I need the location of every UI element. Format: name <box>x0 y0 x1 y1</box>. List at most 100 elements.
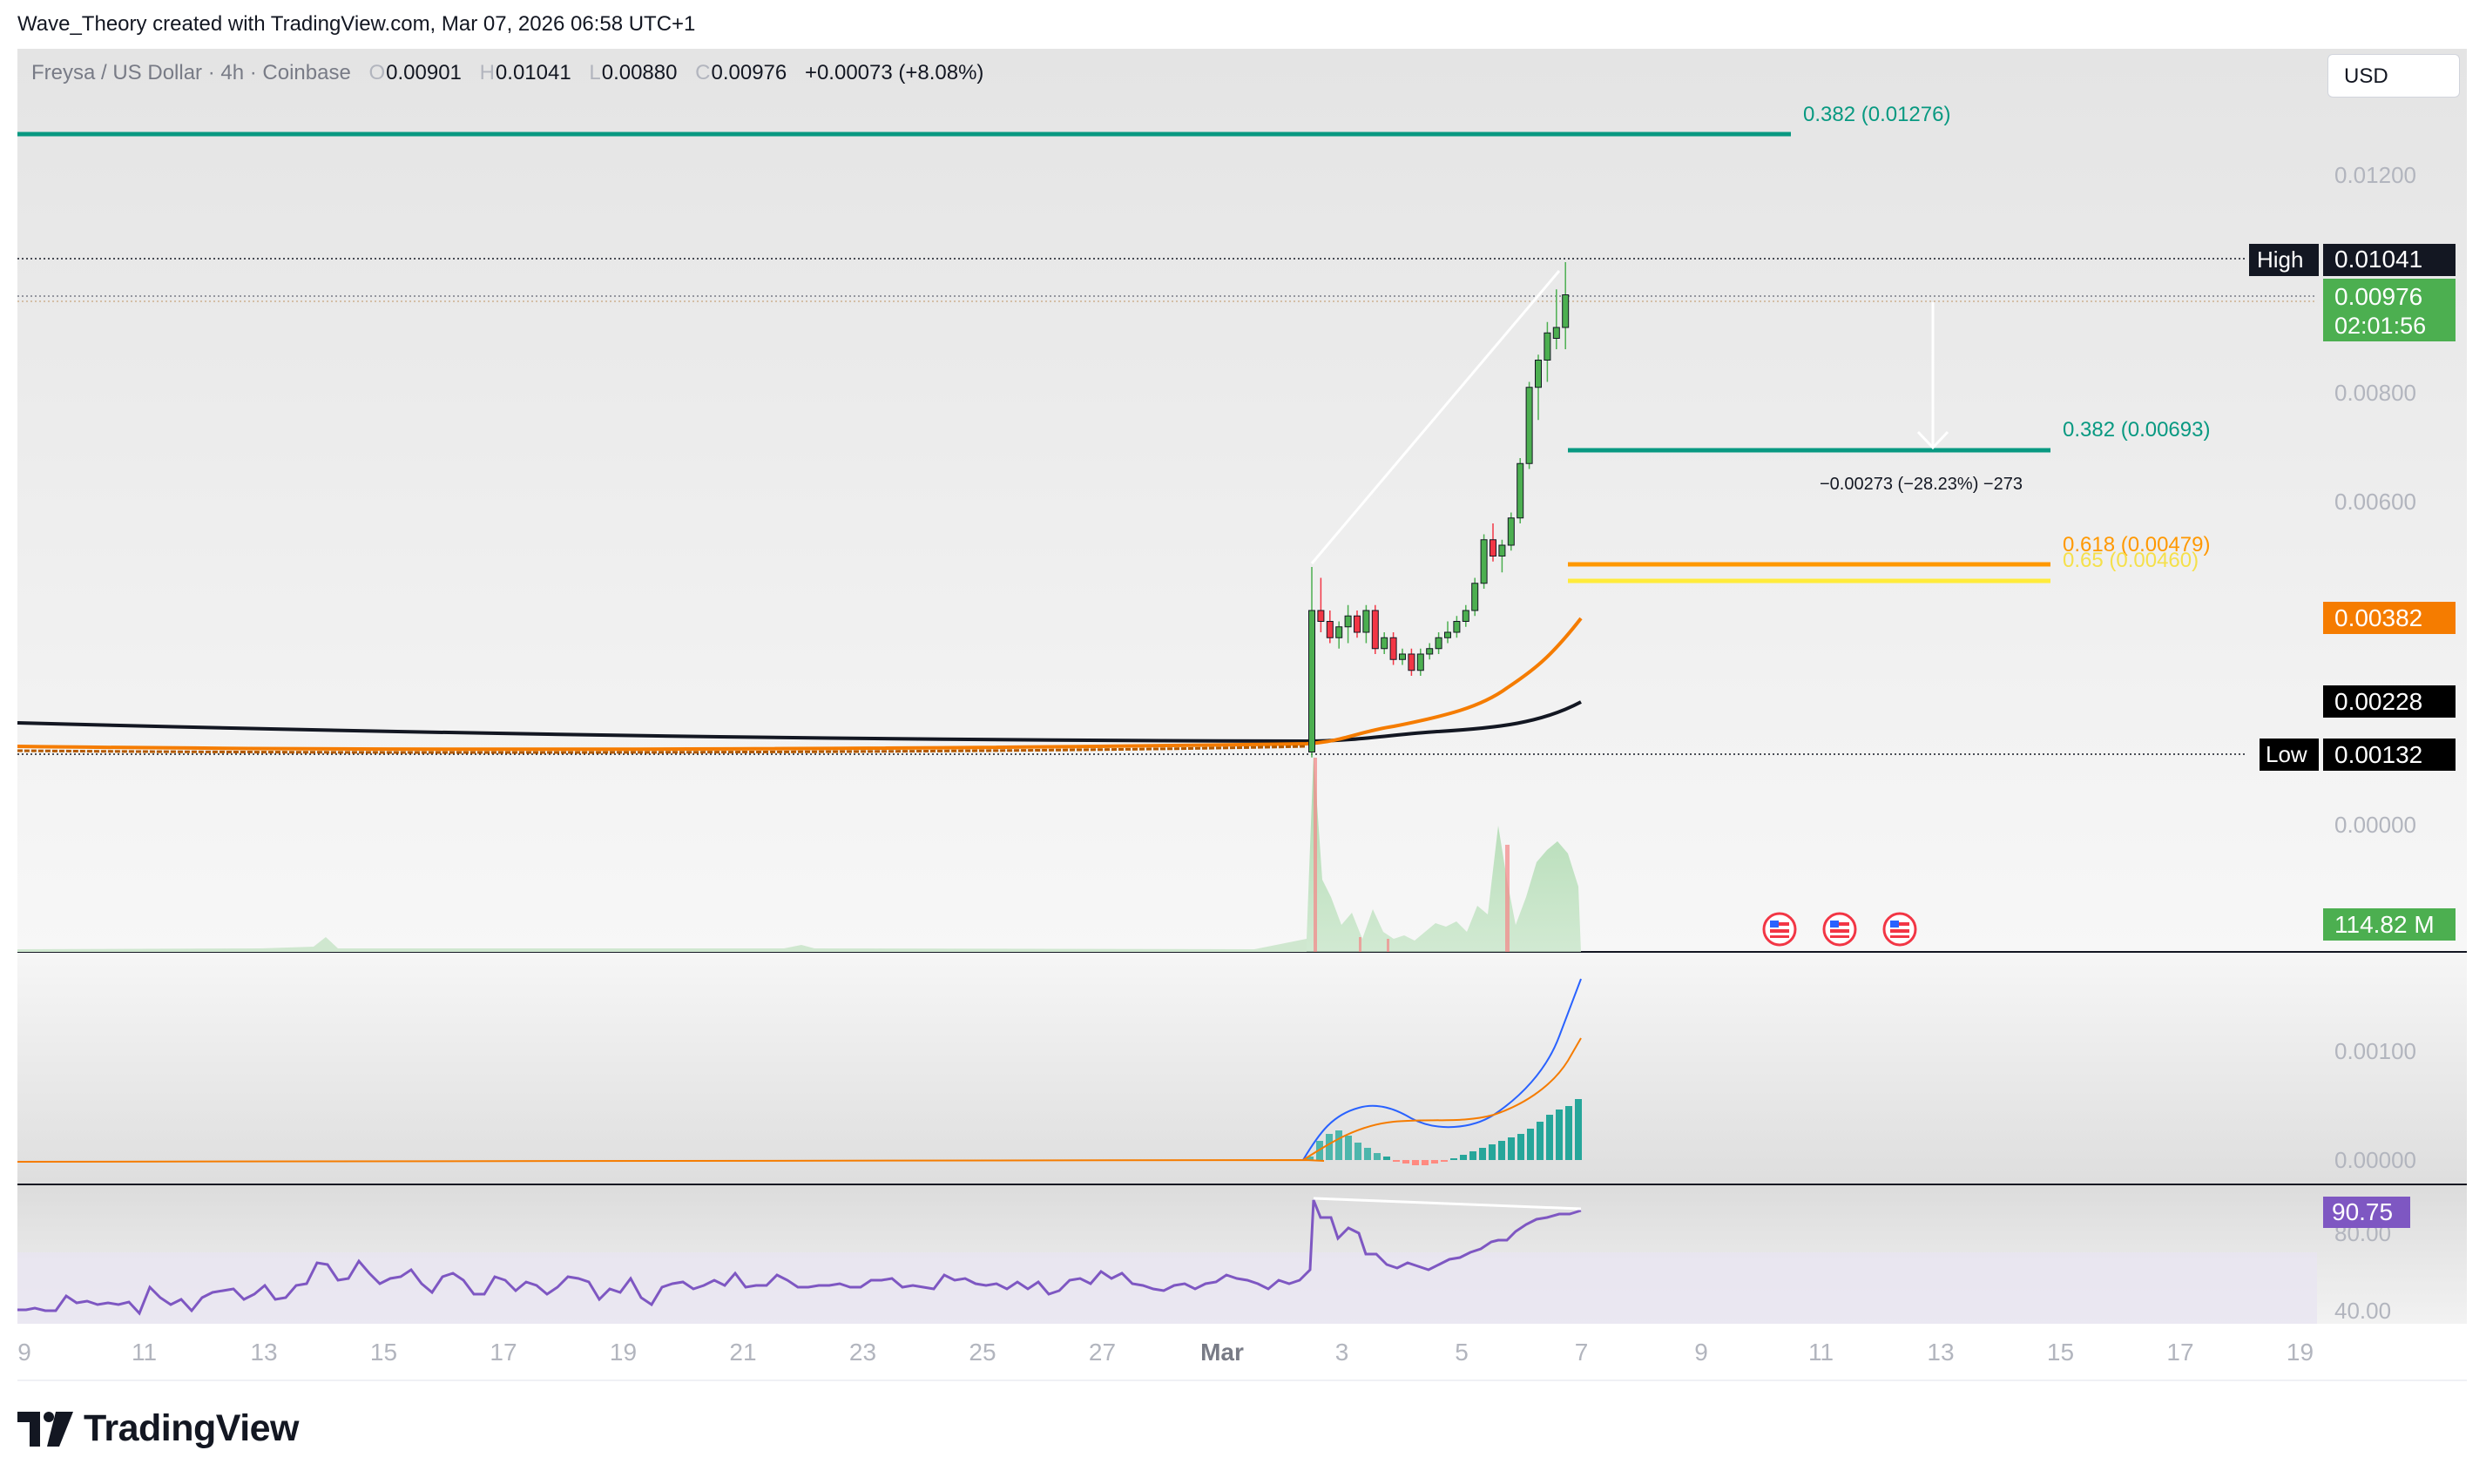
macd-bar <box>1546 1115 1553 1160</box>
candle-body[interactable] <box>1335 626 1343 638</box>
time-tick: 13 <box>1927 1339 1954 1366</box>
candle-body[interactable] <box>1308 610 1315 752</box>
candle-body[interactable] <box>1453 621 1461 633</box>
candle-body[interactable] <box>1490 539 1496 556</box>
fib-label-00693: 0.382 (0.00693) <box>2063 418 2210 442</box>
volume-area-spike <box>1307 754 1581 952</box>
candle-body[interactable] <box>1525 387 1533 464</box>
macd-signal-line <box>1302 1037 1582 1161</box>
flat-price-line <box>17 745 1307 754</box>
candle-body[interactable] <box>1507 517 1515 546</box>
candle-body[interactable] <box>1326 621 1334 638</box>
candle-body[interactable] <box>1462 610 1469 622</box>
countdown: 02:01:56 <box>2334 313 2426 339</box>
us-flag-icon[interactable] <box>1822 912 1857 947</box>
candle-body[interactable] <box>1544 332 1551 361</box>
time-tick: 15 <box>370 1339 397 1366</box>
candle-body[interactable] <box>1517 462 1524 519</box>
macd-baseline <box>17 1158 1325 1163</box>
open-value: 0.00901 <box>386 61 462 84</box>
close-key: C <box>695 61 711 84</box>
candle-body[interactable] <box>1471 583 1479 611</box>
macd-bar <box>1364 1148 1371 1160</box>
macd-bar <box>1498 1141 1505 1160</box>
low-value-legend: 0.00880 <box>601 61 678 84</box>
macd-bar <box>1527 1129 1534 1160</box>
time-tick: Mar <box>1200 1339 1244 1366</box>
candle-body[interactable] <box>1317 610 1325 622</box>
currency-button[interactable]: USD <box>2327 54 2460 98</box>
ema50-value: 0.00382 <box>2334 604 2422 631</box>
macd-bar <box>1441 1160 1448 1162</box>
candle-body[interactable] <box>1344 615 1352 628</box>
high-label-text: High <box>2257 246 2303 273</box>
volume-area-low <box>17 937 1307 952</box>
candle-body[interactable] <box>1381 637 1388 650</box>
low-key: L <box>589 61 601 84</box>
price-axis: 0.01200 0.00800 0.00600 0.00000 0.00100 … <box>2334 162 2416 1324</box>
tradingview-logo[interactable]: TradingView <box>17 1407 300 1450</box>
macd-bar <box>1393 1160 1400 1162</box>
macd-bar <box>1450 1158 1457 1160</box>
trend-line <box>1310 270 1561 564</box>
symbol-name[interactable]: Freysa / US Dollar · 4h · Coinbase <box>31 61 351 84</box>
time-tick: 5 <box>1455 1339 1469 1366</box>
candle-body[interactable] <box>1435 637 1442 650</box>
candle-body[interactable] <box>1498 544 1506 556</box>
low-value: 0.00132 <box>2334 741 2422 768</box>
rsi-value: 90.75 <box>2332 1198 2393 1225</box>
time-tick: 19 <box>610 1339 637 1366</box>
us-flag-icon[interactable] <box>1882 912 1917 947</box>
candle-body[interactable] <box>1562 294 1570 328</box>
macd-bar <box>1326 1134 1333 1160</box>
candle-body[interactable] <box>1535 360 1542 388</box>
time-tick: 17 <box>2166 1339 2193 1366</box>
ema50-price-label: 0.00382 <box>2323 602 2456 634</box>
macd-line <box>1302 978 1582 1161</box>
change-value: +0.00073 (+8.08%) <box>804 61 984 84</box>
macd-bar <box>1422 1160 1429 1165</box>
fib-label-00479: 0.618 (0.00479) <box>2063 533 2210 556</box>
high-price-label: High 0.01041 <box>2249 244 2456 276</box>
candles[interactable] <box>1308 262 1570 758</box>
candle-body[interactable] <box>1389 637 1397 660</box>
main-pane-bg <box>17 49 2467 951</box>
volume-value: 114.82 M <box>2334 911 2435 938</box>
us-flag-icon[interactable] <box>1762 912 1797 947</box>
candle-body[interactable] <box>1416 653 1424 671</box>
time-tick: 9 <box>1694 1339 1708 1366</box>
time-tick: 13 <box>250 1339 277 1366</box>
macd-bar <box>1402 1160 1409 1164</box>
candle-body[interactable] <box>1408 653 1415 671</box>
time-tick: 21 <box>729 1339 756 1366</box>
price-tick: 0.00800 <box>2334 380 2416 406</box>
macd-bar <box>1565 1106 1572 1160</box>
time-tick: 25 <box>969 1339 996 1366</box>
candle-body[interactable] <box>1426 648 1434 655</box>
candle-body[interactable] <box>1371 610 1379 650</box>
high-value: 0.01041 <box>2334 246 2422 273</box>
symbol-legend[interactable]: Freysa / US Dollar · 4h · Coinbase O0.00… <box>31 61 983 85</box>
macd-bar <box>1517 1134 1524 1160</box>
macd-tick: 0.00000 <box>2334 1147 2416 1173</box>
macd-bar <box>1575 1099 1582 1160</box>
time-tick: 19 <box>2287 1339 2314 1366</box>
volume-label: 114.82 M <box>2323 908 2456 941</box>
time-tick: 9 <box>17 1339 31 1366</box>
candle-body[interactable] <box>1354 615 1361 633</box>
time-tick: 15 <box>2047 1339 2074 1366</box>
candle-body[interactable] <box>1444 631 1451 638</box>
candle-body[interactable] <box>1552 327 1560 339</box>
macd-bar <box>1412 1160 1419 1165</box>
candle-body[interactable] <box>1362 610 1370 633</box>
current-price-label: 0.00976 02:01:56 <box>2323 279 2456 341</box>
macd-bar <box>1431 1160 1438 1164</box>
macd-tick: 0.00100 <box>2334 1038 2416 1064</box>
candle-body[interactable] <box>1399 653 1406 660</box>
current-price-value: 0.00976 <box>2334 283 2422 310</box>
time-axis: 9 11 13 15 17 19 21 23 25 27 Mar 3 5 7 9 11 13 15 17 19 <box>17 1339 2314 1366</box>
candle-body[interactable] <box>1480 539 1488 584</box>
tradingview-logo-icon <box>17 1411 73 1447</box>
macd-bar <box>1508 1137 1515 1160</box>
